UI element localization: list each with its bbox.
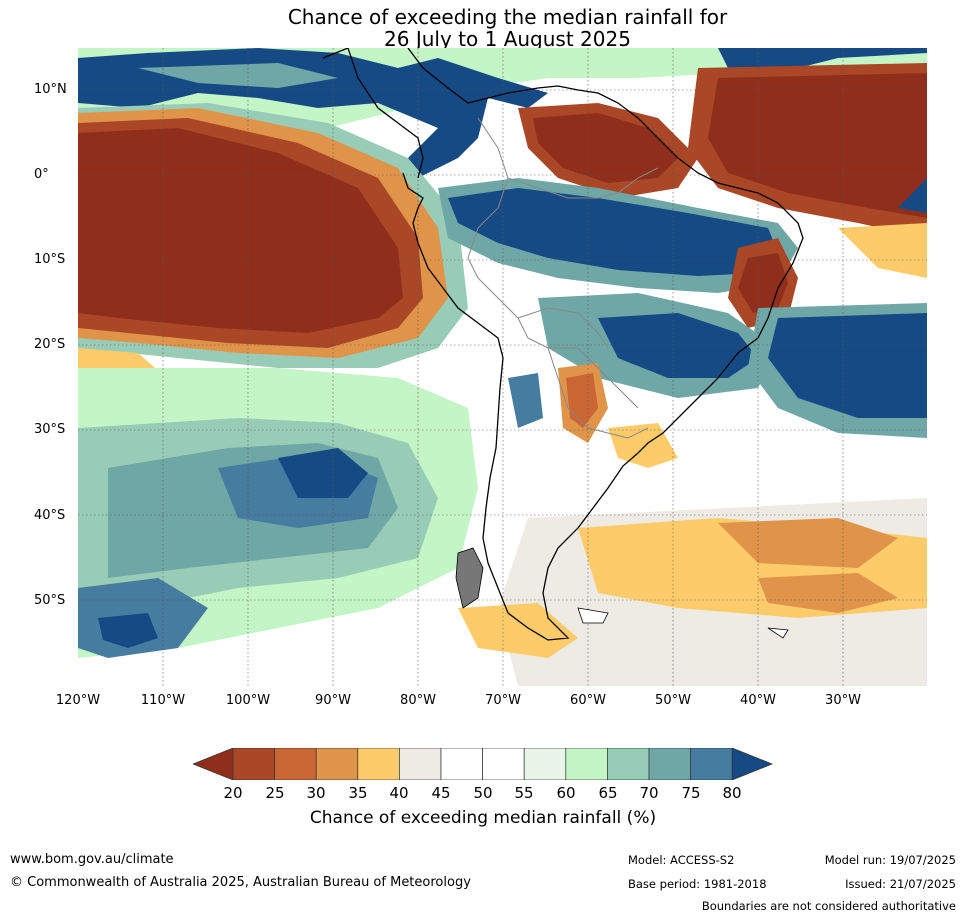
colorbar-tick-65: 65 bbox=[598, 784, 618, 802]
lon-label-80w: 80°W bbox=[400, 693, 436, 708]
colorbar-title: Chance of exceeding median rainfall (%) bbox=[309, 808, 657, 828]
colorbar-tick-55: 55 bbox=[514, 784, 534, 802]
country-boundaries bbox=[467, 117, 659, 439]
lon-label-90w: 90°W bbox=[315, 693, 351, 708]
colorbar-swatch-0 bbox=[193, 748, 234, 780]
colorbar-swatch-7 bbox=[482, 748, 525, 780]
colorbar-tick-40: 40 bbox=[389, 784, 409, 802]
colorbar bbox=[193, 748, 773, 780]
colorbar-tick-70: 70 bbox=[639, 784, 659, 802]
footer-model: Model: ACCESS-S2 bbox=[628, 853, 735, 867]
lon-label-40w: 40°W bbox=[740, 693, 776, 708]
colorbar-tick-30: 30 bbox=[306, 784, 326, 802]
colorbar-swatch-10 bbox=[607, 748, 650, 780]
map-title-line2: 26 July to 1 August 2025 bbox=[384, 27, 631, 51]
patagonia-islands bbox=[455, 547, 789, 639]
lat-label-40s: 40°S bbox=[34, 508, 66, 523]
footer-model-run: Model run: 19/07/2025 bbox=[824, 853, 956, 867]
footer-url: www.bom.gov.au/climate bbox=[10, 852, 174, 867]
colorbar-tick-45: 45 bbox=[431, 784, 451, 802]
lon-label-70w: 70°W bbox=[485, 693, 521, 708]
south-america-coastline bbox=[322, 48, 804, 641]
colorbar-tick-80: 80 bbox=[722, 784, 742, 802]
colorbar-swatch-6 bbox=[440, 748, 483, 780]
colorbar-tick-25: 25 bbox=[265, 784, 285, 802]
footer-base-period: Base period: 1981-2018 bbox=[628, 877, 767, 891]
rainfall-shading-layer bbox=[78, 48, 927, 686]
lat-label-10s: 10°S bbox=[34, 252, 66, 267]
rainfall-probability-map bbox=[78, 48, 927, 686]
colorbar-swatch-2 bbox=[274, 748, 317, 780]
colorbar-swatch-11 bbox=[648, 748, 691, 780]
colorbar-swatch-13 bbox=[731, 748, 773, 780]
lon-label-110w: 110°W bbox=[140, 693, 186, 708]
lat-label-0: 0° bbox=[34, 167, 49, 182]
colorbar-tick-20: 20 bbox=[223, 784, 243, 802]
lat-label-20s: 20°S bbox=[34, 337, 66, 352]
lat-label-30s: 30°S bbox=[34, 422, 66, 437]
lon-label-60w: 60°W bbox=[570, 693, 606, 708]
map-title-line1: Chance of exceeding the median rainfall … bbox=[287, 5, 728, 29]
lat-label-10n: 10°N bbox=[34, 82, 67, 97]
lon-label-30w: 30°W bbox=[825, 693, 861, 708]
colorbar-swatch-1 bbox=[232, 748, 275, 780]
colorbar-swatch-12 bbox=[690, 748, 733, 780]
colorbar-swatch-4 bbox=[357, 748, 400, 780]
map-canvas bbox=[78, 48, 927, 686]
colorbar-tick-75: 75 bbox=[681, 784, 701, 802]
colorbar-tick-50: 50 bbox=[473, 784, 493, 802]
colorbar-swatch-9 bbox=[565, 748, 608, 780]
colorbar-swatch-3 bbox=[315, 748, 359, 780]
colorbar-tick-60: 60 bbox=[556, 784, 576, 802]
lon-label-120w: 120°W bbox=[55, 693, 101, 708]
colorbar-tick-35: 35 bbox=[348, 784, 368, 802]
footer-issued: Issued: 21/07/2025 bbox=[845, 877, 956, 891]
colorbar-swatch-5 bbox=[399, 748, 442, 780]
lon-label-100w: 100°W bbox=[225, 693, 271, 708]
lon-label-50w: 50°W bbox=[655, 693, 691, 708]
footer-copyright: © Commonwealth of Australia 2025, Austra… bbox=[10, 875, 471, 890]
footer-disclaimer: Boundaries are not considered authoritat… bbox=[701, 899, 956, 913]
colorbar-swatch-8 bbox=[523, 748, 567, 780]
lat-label-50s: 50°S bbox=[34, 593, 66, 608]
